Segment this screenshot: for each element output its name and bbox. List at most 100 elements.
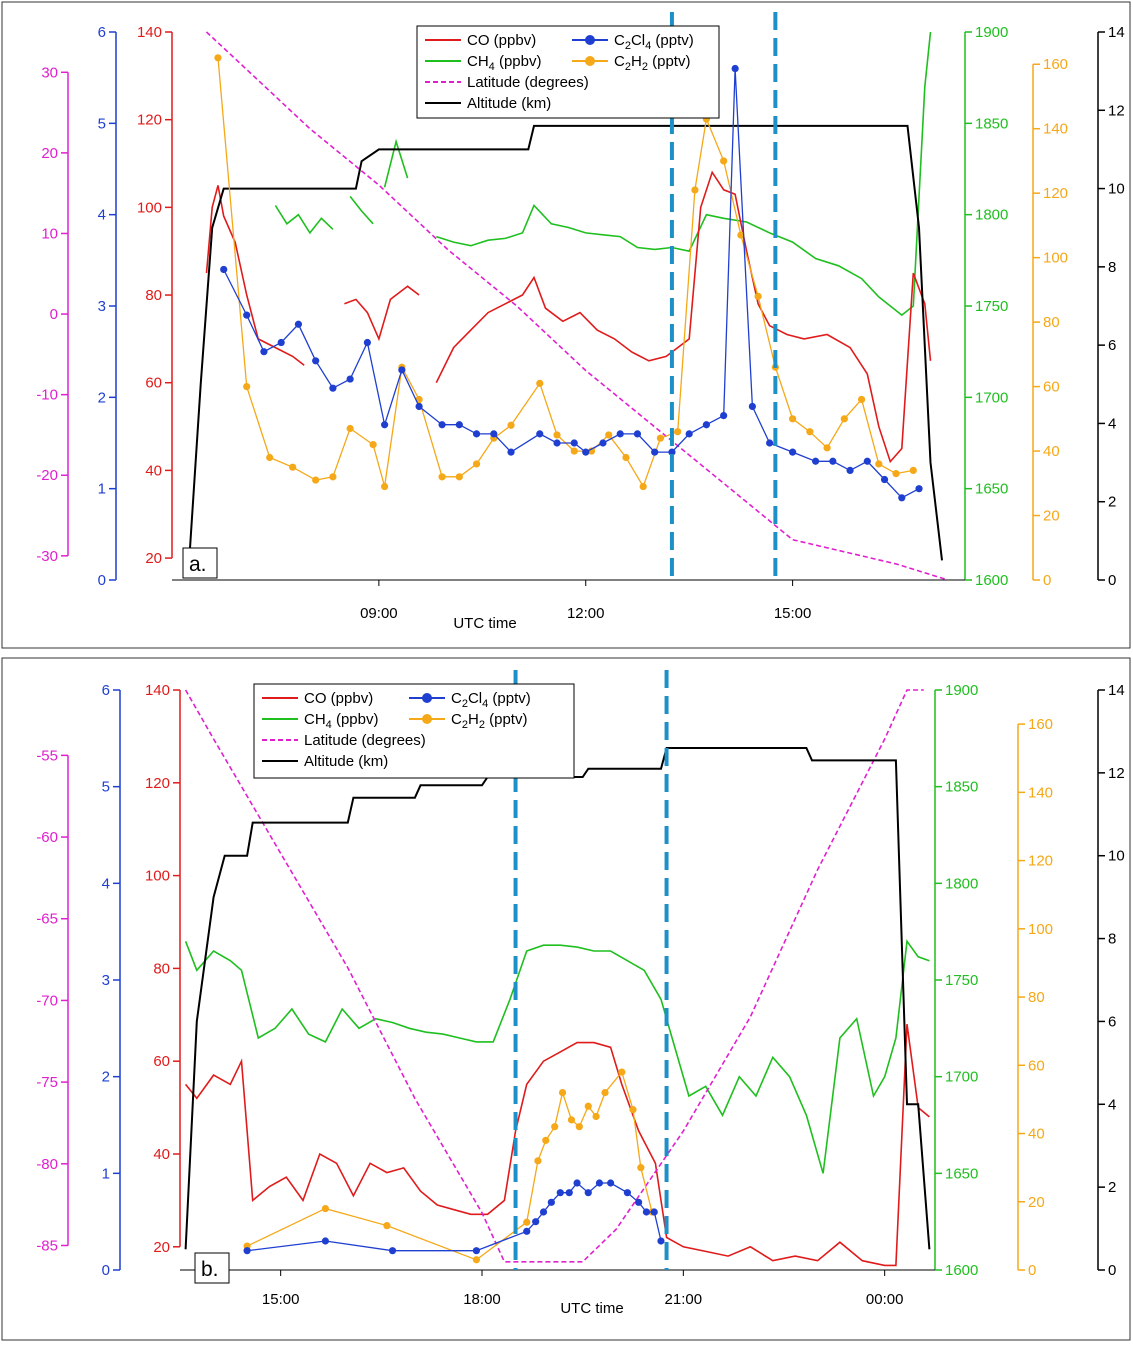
series-altitude: [184, 747, 931, 1250]
y-axis-c2cl4: 0 1 2 3 4 5 6: [98, 24, 117, 589]
y-tick-label: 8: [1108, 931, 1116, 948]
y-tick-label: -85: [36, 1237, 58, 1254]
data-point-c2cl4: [623, 1189, 632, 1197]
y-axis-co: 20 40 60 80 100 120 140: [145, 682, 181, 1256]
y-tick-label: 12: [1108, 765, 1125, 782]
series-ch4: [184, 939, 930, 1174]
data-point-c2cl4: [616, 430, 624, 438]
y-tick-label: 5: [98, 115, 106, 132]
series-c2h2: [214, 54, 917, 491]
data-point-c2cl4: [634, 1198, 643, 1206]
data-point-c2cl4: [243, 311, 251, 319]
x-tick-label: 21:00: [665, 1291, 703, 1308]
data-point-c2h2: [637, 1164, 645, 1172]
data-point-c2h2: [266, 453, 274, 462]
y-tick-label: 80: [153, 960, 170, 977]
data-point-c2cl4: [573, 1179, 581, 1187]
y-tick-label: 3: [98, 298, 106, 315]
y-tick-label: 14: [1108, 24, 1125, 41]
y-tick-label: -20: [36, 467, 58, 484]
data-point-c2h2: [892, 470, 900, 478]
y-tick-label: 0: [1043, 572, 1051, 589]
data-point-c2cl4: [607, 1179, 615, 1187]
y-tick-label: 4: [102, 875, 110, 892]
data-point-c2h2: [243, 382, 251, 391]
data-point-c2cl4: [312, 357, 320, 365]
y-tick-label: -10: [36, 387, 58, 404]
series-line-c2h2: [246, 1070, 653, 1261]
data-point-c2cl4: [811, 457, 820, 465]
legend-label: Altitude (km): [467, 95, 551, 112]
x-tick-label: 09:00: [360, 605, 398, 622]
y-tick-label: 120: [145, 775, 170, 792]
y-tick-label: 30: [41, 64, 58, 81]
y-tick-label: -60: [36, 829, 58, 846]
legend-item: CH4 (ppbv): [425, 53, 541, 73]
legend-label: C2H2 (pptv): [451, 711, 527, 731]
data-point-c2h2: [534, 1157, 542, 1165]
svg-text:b.: b.: [201, 1258, 219, 1281]
data-point-c2cl4: [720, 412, 728, 420]
y-tick-label: 0: [98, 572, 106, 589]
y-tick-label: 2: [98, 389, 106, 406]
legend-label: C2Cl4 (pptv): [451, 690, 531, 710]
y-tick-label: 1650: [975, 481, 1008, 498]
data-point-c2cl4: [642, 1208, 651, 1216]
x-tick-label: 18:00: [463, 1291, 501, 1308]
data-point-c2cl4: [220, 265, 228, 274]
data-point-c2cl4: [438, 421, 446, 429]
data-point-c2cl4: [766, 439, 774, 447]
data-point-c2h2: [656, 434, 665, 442]
data-point-c2cl4: [595, 1179, 604, 1187]
x-axis-label: UTC time: [453, 615, 516, 632]
data-point-c2cl4: [490, 430, 498, 438]
data-point-c2h2: [622, 453, 630, 462]
legend-label: C2Cl4 (pptv): [614, 32, 694, 52]
data-point-c2cl4: [381, 421, 389, 429]
y-tick-label: 60: [1028, 1057, 1045, 1074]
chart-svg-b: -55-60-65-70-75-80-850123456204060801001…: [1, 657, 1131, 1341]
legend-label: Latitude (degrees): [467, 74, 589, 91]
legend-item: Latitude (degrees): [262, 732, 426, 749]
data-point-c2h2: [438, 473, 446, 481]
panel-label: b.: [194, 1252, 230, 1284]
data-point-c2h2: [289, 463, 297, 471]
y-tick-label: 1600: [975, 572, 1008, 589]
y-tick-label: 1600: [945, 1262, 978, 1279]
svg-text:a.: a.: [189, 553, 207, 576]
data-point-c2cl4: [584, 1189, 592, 1197]
x-axis-label: UTC time: [560, 1300, 623, 1317]
data-point-c2cl4: [915, 485, 923, 493]
data-point-c2h2: [570, 447, 578, 455]
y-tick-label: 120: [137, 112, 162, 129]
y-tick-label: 140: [137, 24, 162, 41]
y-tick-label: 2: [1108, 494, 1116, 511]
y-tick-label: 1: [98, 481, 106, 498]
data-point-c2cl4: [523, 1227, 531, 1235]
data-point-c2cl4: [685, 430, 693, 438]
data-point-c2cl4: [668, 448, 676, 456]
data-point-c2h2: [584, 1102, 592, 1110]
y-tick-label: 60: [1043, 379, 1060, 396]
data-point-c2cl4: [455, 421, 463, 429]
x-axis: 15:00 18:00 21:00 00:00: [180, 1269, 935, 1308]
chart-legend: CO (ppbv) C2Cl4 (pptv) CH4 (ppbv) C2H2 (ppt…: [416, 25, 720, 119]
data-point-c2h2: [551, 1123, 559, 1131]
series-c2cl4: [243, 1179, 665, 1255]
legend-item: C2H2 (pptv): [409, 711, 527, 731]
y-tick-label: -55: [36, 747, 58, 764]
data-point-c2cl4: [243, 1247, 251, 1255]
y-tick-label: 4: [1108, 1096, 1116, 1113]
data-point-c2cl4: [829, 457, 837, 465]
legend-item: C2Cl4 (pptv): [409, 690, 531, 710]
y-tick-label: 6: [102, 682, 110, 699]
data-point-c2cl4: [532, 1218, 540, 1226]
data-point-c2h2: [575, 1123, 583, 1131]
legend-item: Altitude (km): [425, 95, 551, 112]
y-tick-label: -65: [36, 911, 58, 928]
data-point-c2cl4: [277, 338, 285, 347]
y-tick-label: -30: [36, 548, 58, 565]
series-c2h2: [243, 1068, 656, 1264]
legend-label: CH4 (ppbv): [304, 711, 378, 731]
y-tick-label: 0: [102, 1262, 110, 1279]
